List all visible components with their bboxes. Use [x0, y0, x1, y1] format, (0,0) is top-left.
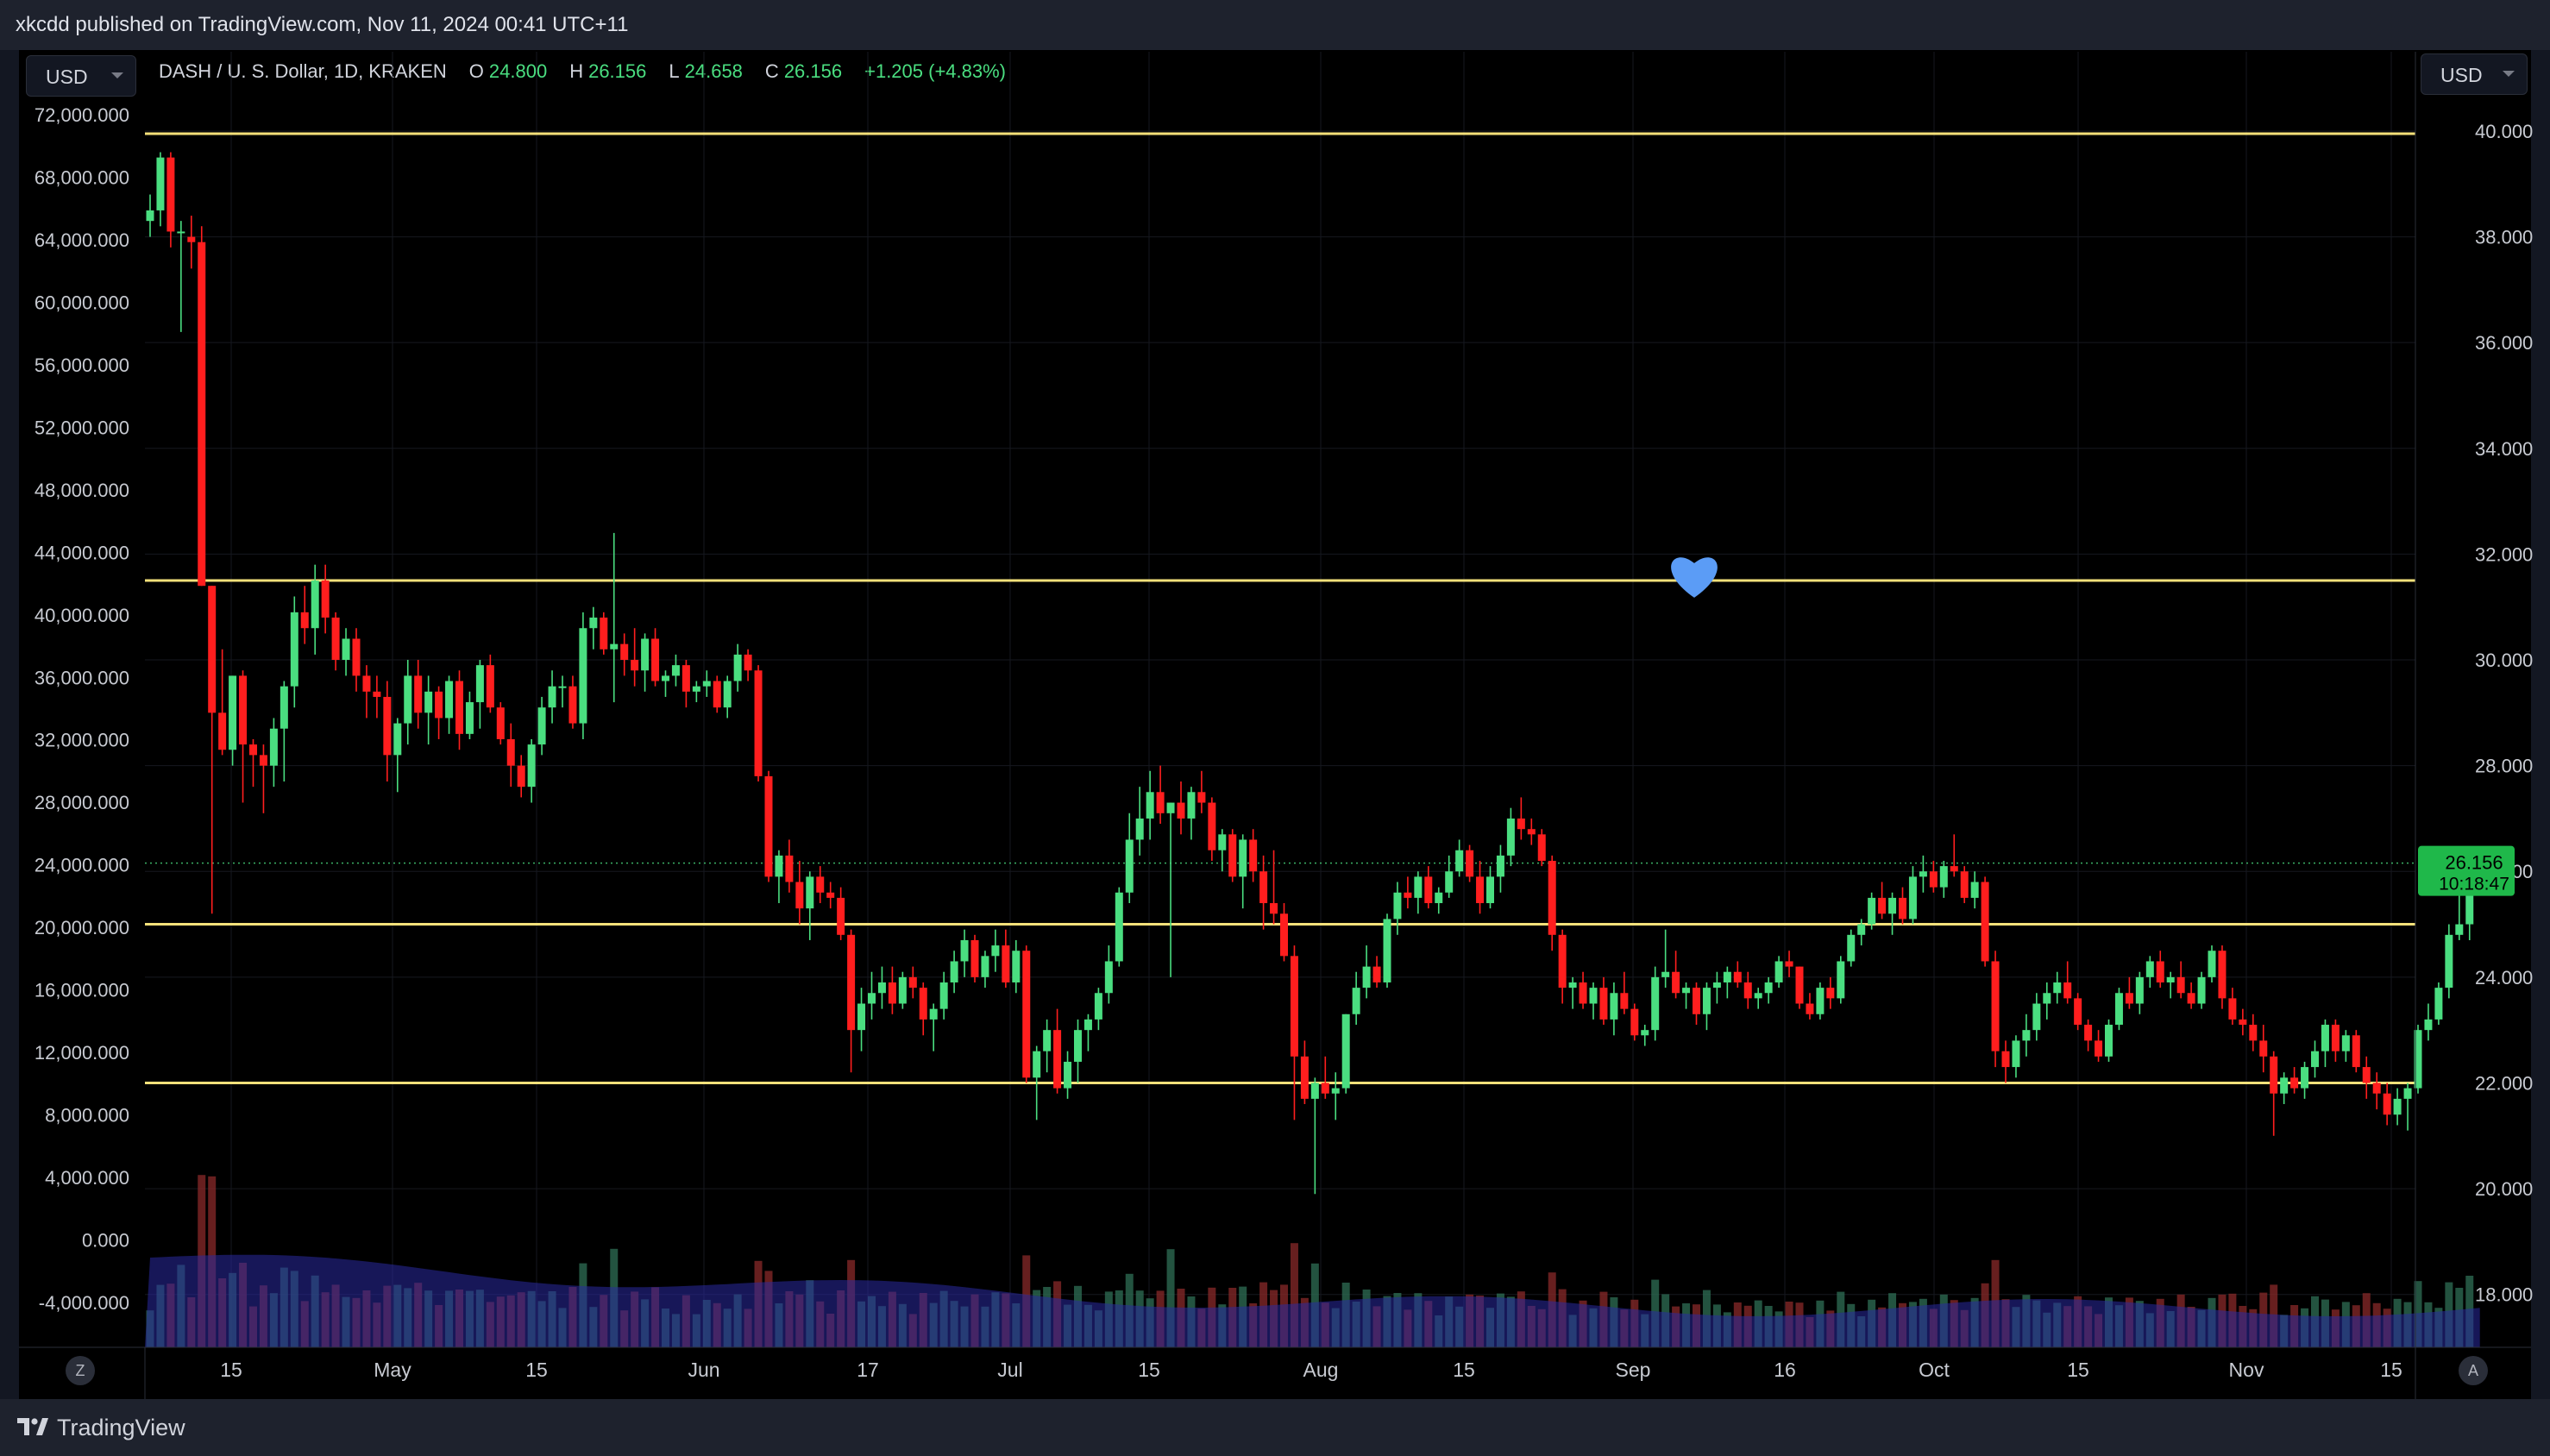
publish-info-bar: xkcdd published on TradingView.com, Nov …	[0, 0, 2550, 50]
tradingview-logo[interactable]: TradingView	[17, 1415, 185, 1441]
footer-brand: TradingView	[57, 1414, 185, 1440]
legend-change: +1.205 (+4.83%)	[864, 60, 1007, 82]
legend-high-label: H	[569, 60, 584, 82]
left-currency-select[interactable]: USD	[26, 55, 136, 97]
published-text: xkcdd published on TradingView.com, Nov …	[16, 13, 629, 36]
legend-symbol[interactable]: DASH / U. S. Dollar, 1D, KRAKEN	[159, 60, 447, 82]
zoom-reset-label: Z	[75, 1362, 85, 1379]
legend-close-label: C	[764, 60, 779, 82]
legend-open-label: O	[468, 60, 484, 82]
legend-high: 26.156	[588, 60, 647, 82]
right-currency-label: USD	[2440, 64, 2483, 86]
chart-panel[interactable]	[19, 50, 2531, 1399]
symbol-legend: DASH / U. S. Dollar, 1D, KRAKEN O 24.800 …	[159, 60, 1006, 83]
tradingview-logo-icon	[17, 1418, 48, 1435]
legend-open: 24.800	[488, 60, 548, 82]
left-currency-label: USD	[46, 66, 88, 88]
auto-scale-button[interactable]: A	[2459, 1356, 2488, 1385]
legend-close: 26.156	[783, 60, 843, 82]
legend-low-label: L	[669, 60, 680, 82]
footer-bar: TradingView	[0, 1399, 2550, 1456]
auto-scale-label: A	[2467, 1362, 2478, 1379]
zoom-reset-button[interactable]: Z	[66, 1356, 95, 1385]
right-currency-select[interactable]: USD	[2421, 53, 2528, 95]
legend-low: 24.658	[684, 60, 743, 82]
